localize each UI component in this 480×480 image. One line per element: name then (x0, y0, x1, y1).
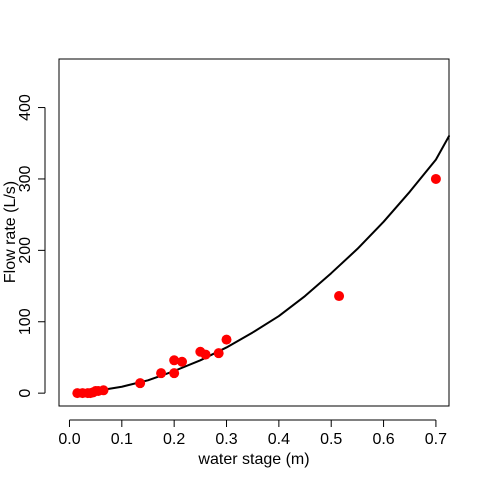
data-point (135, 378, 146, 389)
data-points-layer (72, 173, 441, 399)
y-axis: 0 100 200 300 400 (17, 94, 46, 398)
x-axis: 0.0 0.1 0.2 0.3 0.4 0.5 0.6 0.7 (58, 419, 447, 448)
data-point (213, 348, 224, 359)
x-tick-label: 0.6 (372, 431, 394, 448)
x-tick-label: 0.3 (215, 431, 237, 448)
x-tick-label: 0.0 (58, 431, 80, 448)
data-point (200, 349, 211, 360)
data-point (334, 291, 345, 302)
y-tick-label: 200 (17, 237, 34, 264)
plot-area (58, 58, 450, 407)
data-point (98, 385, 109, 396)
data-point (169, 355, 180, 366)
y-tick-label: 0 (17, 389, 34, 398)
x-axis-title: water stage (m) (197, 451, 309, 468)
x-tick-label: 0.4 (268, 431, 290, 448)
fit-curve-layer (76, 135, 450, 395)
y-axis-title: Flow rate (L/s) (2, 181, 19, 283)
fit-curve (76, 135, 450, 395)
data-point (156, 368, 167, 379)
x-tick-label: 0.1 (111, 431, 133, 448)
y-tick-label: 400 (17, 94, 34, 121)
data-point (430, 173, 441, 184)
y-tick-label: 300 (17, 166, 34, 193)
x-tick-label: 0.7 (425, 431, 447, 448)
data-point (169, 368, 180, 379)
x-tick-label: 0.5 (320, 431, 342, 448)
data-point (221, 334, 232, 345)
data-point (177, 356, 188, 367)
y-tick-label: 100 (17, 308, 34, 335)
x-tick-label: 0.2 (163, 431, 185, 448)
